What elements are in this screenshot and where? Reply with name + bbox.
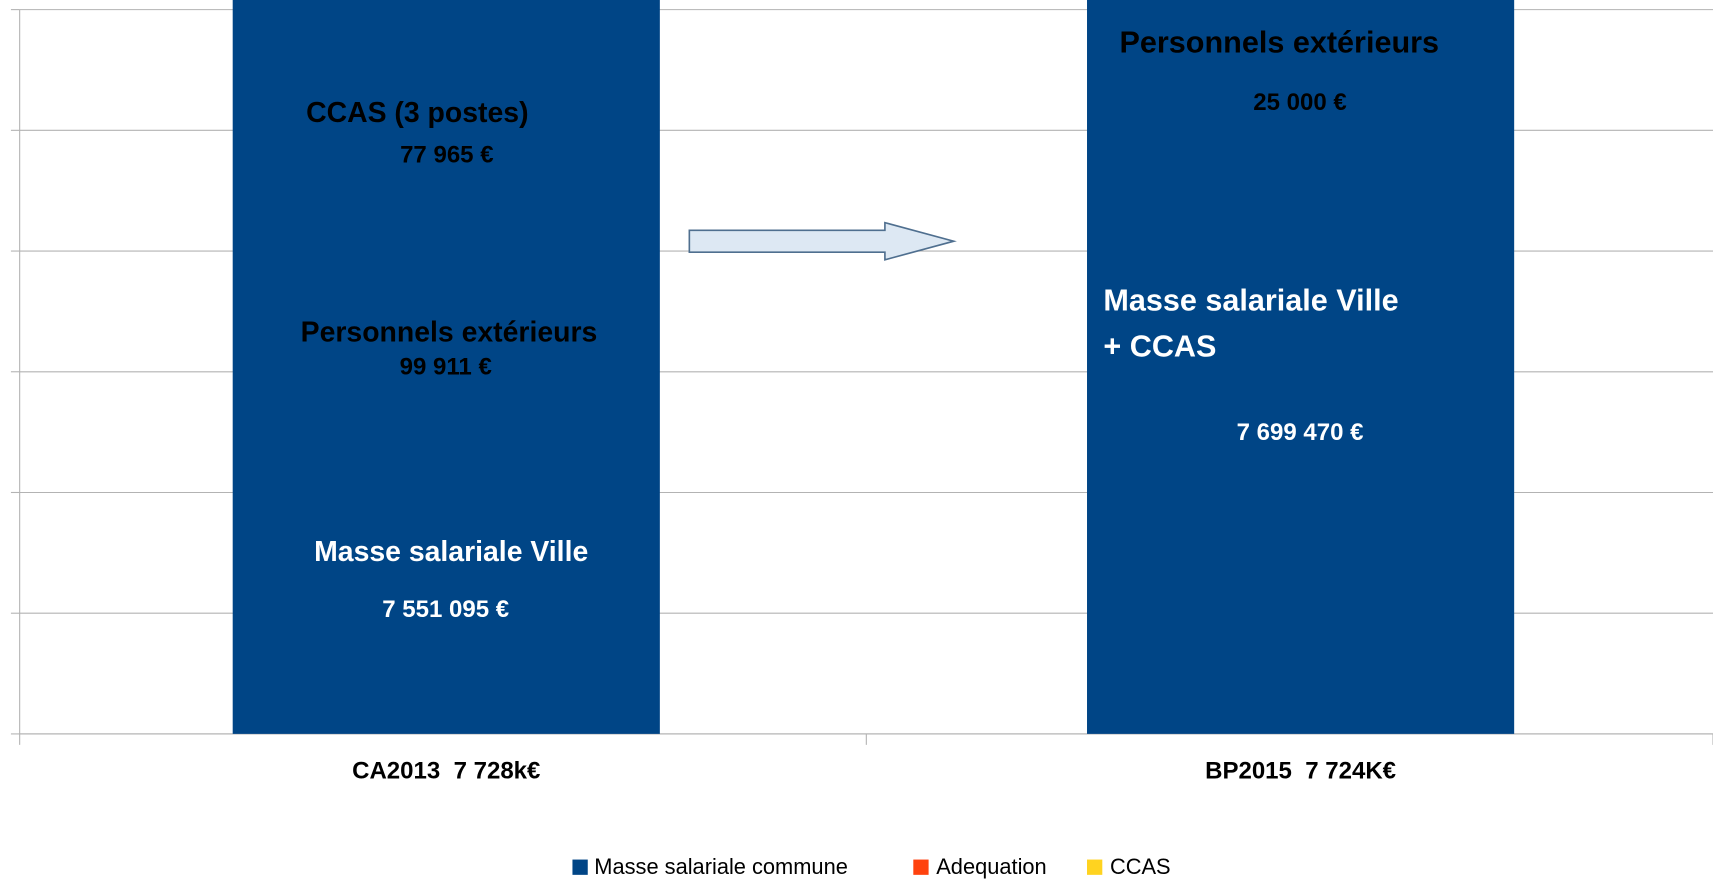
x-tick-label: CA2013 7 728k€ bbox=[352, 758, 540, 785]
legend-swatch bbox=[1087, 859, 1103, 875]
data-label: 99 911 € bbox=[400, 353, 492, 380]
legend-label: Masse salariale commune bbox=[594, 854, 848, 879]
annotation: Masse salariale Ville bbox=[1103, 283, 1398, 317]
annotation: CCAS (3 postes) bbox=[306, 97, 528, 129]
bar-segment bbox=[232, 0, 660, 734]
data-label: 7 699 470 € bbox=[1237, 419, 1364, 446]
legend-label: CCAS bbox=[1110, 854, 1171, 879]
annotation: Personnels extérieurs bbox=[1120, 26, 1440, 60]
data-label: 7 551 095 € bbox=[382, 596, 509, 623]
arrow bbox=[688, 221, 957, 261]
bar-segment bbox=[1087, 0, 1515, 734]
data-label: 77 965 € bbox=[400, 141, 493, 168]
legend-swatch bbox=[913, 859, 929, 875]
legend: Masse salariale commune Adequation CCAS bbox=[572, 854, 1171, 879]
data-label: 25 000 € bbox=[1253, 89, 1346, 116]
annotation: Masse salariale Ville bbox=[314, 536, 588, 568]
legend-label: Adequation bbox=[936, 854, 1046, 879]
legend-swatch bbox=[572, 859, 588, 875]
annotation: Personnels extérieurs bbox=[301, 317, 598, 349]
annotation: + CCAS bbox=[1103, 329, 1216, 363]
x-tick-label: BP2015 7 724K€ bbox=[1205, 758, 1396, 785]
